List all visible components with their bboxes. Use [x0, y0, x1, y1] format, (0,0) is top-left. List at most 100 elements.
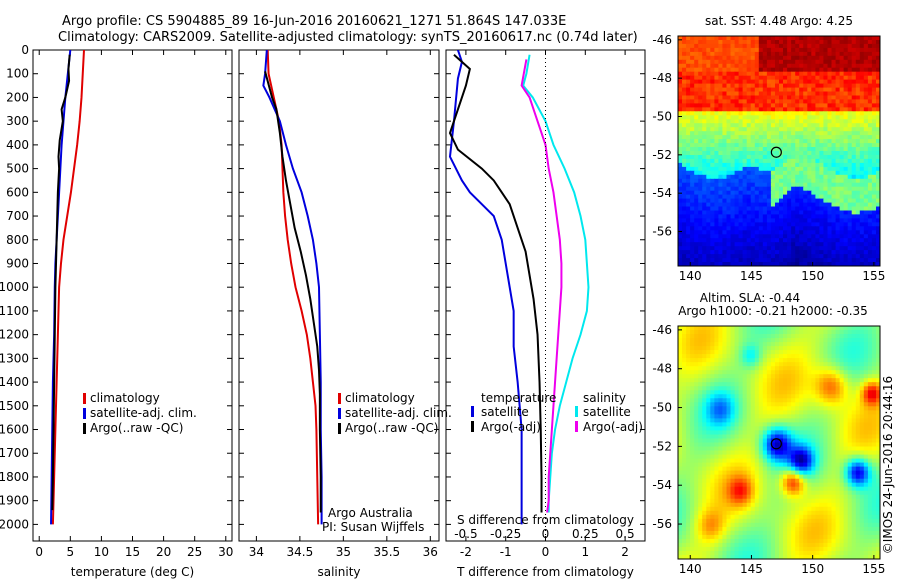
map-cell	[876, 430, 880, 435]
map-cell	[690, 111, 695, 116]
map-cell	[690, 95, 695, 101]
map-cell	[799, 55, 804, 61]
map-cell	[827, 143, 833, 148]
map-cell	[867, 442, 873, 448]
map-cell	[710, 127, 715, 132]
map-cell	[734, 162, 740, 168]
map-cell	[819, 414, 824, 419]
map-cell	[694, 115, 699, 120]
map-cell	[863, 135, 869, 140]
map-cell	[811, 99, 816, 104]
map-cell	[726, 135, 732, 140]
map-cell	[867, 51, 873, 57]
map-cell	[835, 222, 841, 227]
map-cell	[843, 326, 849, 331]
map-cell	[758, 426, 764, 431]
map-cell	[871, 478, 877, 484]
map-cell	[803, 51, 808, 57]
map-cell	[791, 206, 796, 212]
map-cell	[803, 462, 808, 468]
map-cell	[831, 326, 837, 331]
map-cell	[766, 226, 772, 231]
map-cell	[742, 338, 748, 343]
map-cell	[827, 59, 833, 65]
map-cell	[750, 226, 756, 231]
map-cell	[738, 59, 744, 65]
map-cell	[718, 47, 723, 53]
map-cell	[867, 190, 873, 196]
map-cell	[718, 230, 723, 235]
map-cell	[706, 87, 711, 93]
map-cell	[706, 71, 711, 77]
map-cell	[831, 198, 837, 204]
map-cell	[851, 190, 857, 196]
map-cell	[876, 478, 880, 484]
map-cell	[811, 158, 816, 164]
map-cell	[823, 362, 828, 367]
map-cell	[754, 470, 760, 476]
map-cell	[762, 139, 768, 144]
map-cell	[787, 91, 792, 97]
map-cell	[803, 222, 808, 227]
map-cell	[876, 394, 880, 399]
map-cell	[690, 394, 695, 399]
map-cell	[738, 107, 744, 112]
map-cell	[811, 482, 816, 488]
map-cell	[718, 51, 723, 57]
map-cell	[746, 406, 752, 411]
map-cell	[738, 446, 744, 452]
map-cell	[690, 158, 695, 164]
map-cell	[678, 234, 683, 239]
map-cell	[863, 40, 869, 45]
map-cell	[847, 127, 853, 132]
map-cell	[706, 139, 711, 144]
map-cell	[851, 87, 857, 93]
map-cell	[871, 51, 877, 57]
map-cell	[738, 358, 744, 363]
map-cell	[730, 486, 736, 492]
map-cell	[734, 398, 740, 403]
map-cell	[730, 103, 736, 108]
map-cell	[738, 158, 744, 164]
map-cell	[750, 342, 756, 347]
map-cell	[835, 91, 841, 97]
map-cell	[799, 147, 804, 152]
map-cell	[791, 458, 796, 464]
map-cell	[855, 166, 861, 172]
map-cell	[871, 95, 877, 101]
map-cell	[766, 178, 772, 184]
map-cell	[831, 182, 837, 188]
map-cell	[871, 111, 877, 116]
map-cell	[843, 446, 849, 452]
map-cell	[694, 75, 699, 81]
map-cell	[876, 390, 880, 395]
map-cell	[726, 170, 732, 176]
map-cell	[726, 234, 732, 239]
map-cell	[742, 103, 748, 108]
map-cell	[791, 478, 796, 484]
map-cell	[722, 170, 727, 176]
map-cell	[730, 334, 736, 339]
map-cell	[851, 107, 857, 112]
map-cell	[863, 398, 869, 403]
map-cell	[754, 434, 760, 440]
map-cell	[779, 115, 784, 120]
map-cell	[726, 430, 732, 435]
map-cell	[738, 79, 744, 85]
map-cell	[787, 115, 792, 120]
map-cell	[775, 398, 780, 403]
map-cell	[682, 190, 687, 196]
map-cell	[678, 36, 683, 41]
map-cell	[855, 111, 861, 116]
map-cell	[799, 354, 804, 359]
map-cell	[726, 454, 732, 460]
map-cell	[795, 71, 800, 77]
map-cell	[722, 374, 727, 379]
map-cell	[758, 486, 764, 492]
map-cell	[823, 174, 828, 180]
map-cell	[815, 67, 820, 73]
map-cell	[775, 486, 780, 492]
map-cell	[867, 119, 873, 124]
map-cell	[876, 170, 880, 176]
map-cell	[775, 166, 780, 172]
